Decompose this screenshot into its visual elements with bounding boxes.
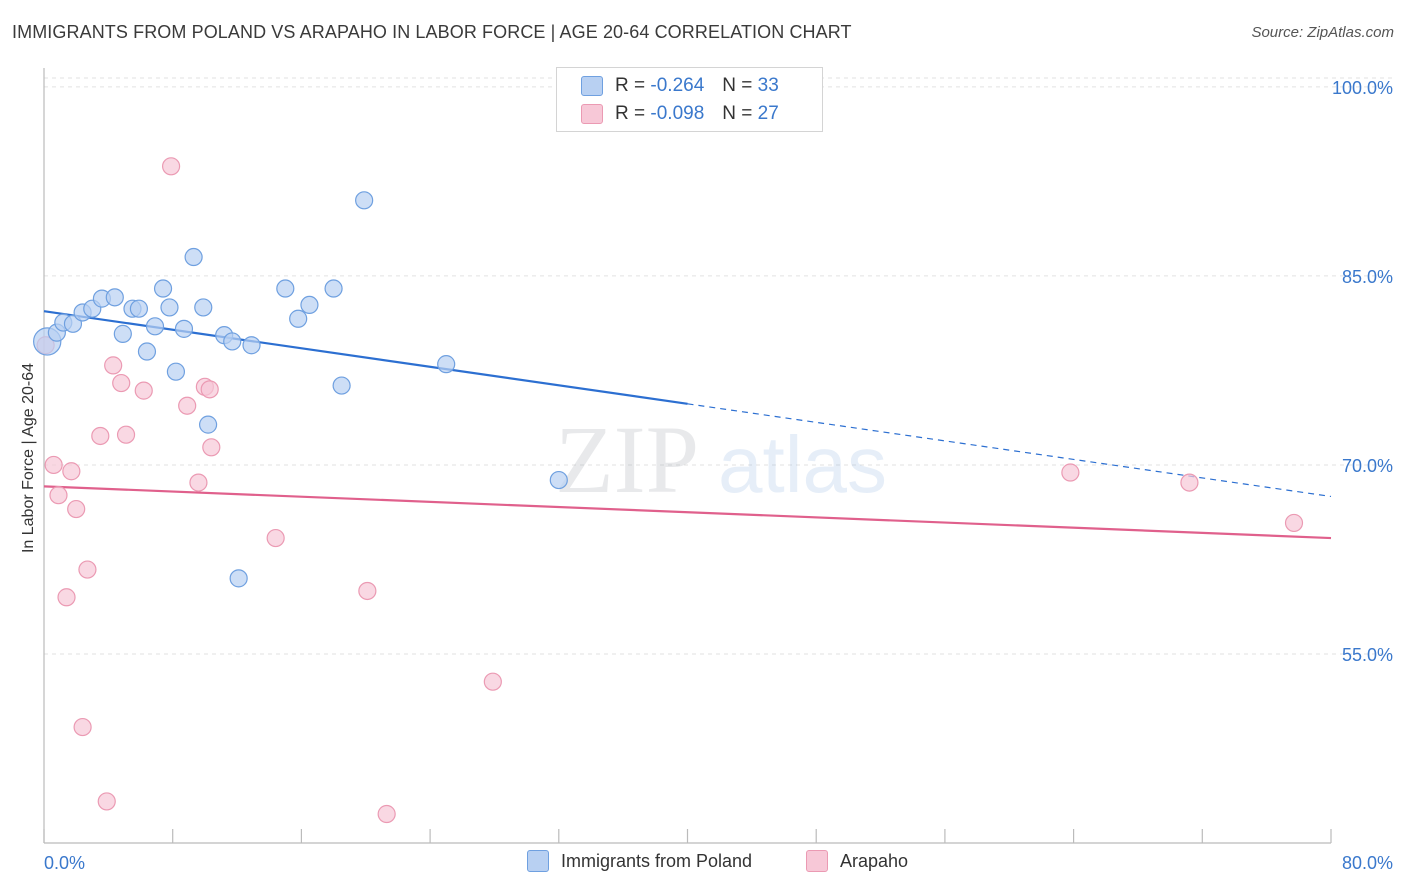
data-point-poland	[160, 298, 179, 317]
legend-swatch-arapaho	[806, 850, 828, 872]
data-point-arapaho	[189, 473, 208, 492]
trend-line-1	[43, 485, 1332, 540]
data-point-arapaho	[1061, 463, 1080, 482]
legend-swatch-poland	[527, 850, 549, 872]
data-point-arapaho	[178, 396, 197, 415]
legend-row-poland: R = -0.264 N = 33	[581, 74, 779, 98]
correlation-legend: R = -0.264 N = 33 R = -0.098 N = 27	[556, 67, 823, 132]
tick-labels: 55.0% 70.0% 85.0% 100.0% 0.0% 80.0%	[44, 78, 1393, 873]
legend-swatch-arapaho	[581, 104, 603, 124]
data-point-poland	[153, 279, 173, 298]
data-point-arapaho	[1180, 473, 1199, 492]
data-point-poland	[332, 376, 351, 395]
data-point-arapaho	[1284, 513, 1304, 533]
y-tick-label: 100.0%	[1332, 78, 1393, 98]
watermark-atlas: atlas	[718, 420, 887, 509]
data-point-arapaho	[377, 804, 396, 824]
data-point-arapaho	[97, 792, 116, 811]
x-tick-label-max: 80.0%	[1342, 853, 1393, 873]
source-label: Source: ZipAtlas.com	[1251, 24, 1394, 41]
data-point-arapaho	[78, 560, 97, 579]
data-point-arapaho	[202, 438, 221, 457]
data-point-poland	[194, 298, 213, 317]
data-point-arapaho	[44, 455, 63, 475]
legend-n-value-arapaho: 27	[757, 103, 779, 124]
gridlines	[44, 77, 1393, 655]
data-point-arapaho	[483, 672, 502, 691]
legend-r-label: R =	[615, 75, 646, 96]
legend-r-value-poland: -0.264	[650, 75, 705, 96]
data-point-poland	[145, 317, 165, 336]
data-point-poland	[549, 470, 568, 490]
legend-label-arapaho: Arapaho	[840, 850, 909, 871]
data-point-arapaho	[112, 373, 131, 393]
axes	[43, 68, 1332, 844]
y-tick-label: 55.0%	[1342, 645, 1393, 665]
data-point-arapaho	[116, 425, 136, 444]
data-point-arapaho	[62, 462, 81, 481]
data-point-poland	[276, 279, 295, 298]
data-point-poland	[198, 415, 218, 434]
data-point-arapaho	[161, 157, 181, 176]
data-point-poland	[289, 309, 308, 328]
watermark-zip: ZIP	[555, 406, 699, 513]
data-point-poland	[105, 288, 124, 307]
data-point-poland	[324, 279, 343, 298]
data-point-poland	[137, 342, 157, 361]
data-point-arapaho	[91, 426, 110, 446]
legend-n-label: N =	[722, 75, 753, 96]
y-tick-label: 85.0%	[1342, 267, 1393, 287]
legend-r-value-arapaho: -0.098	[650, 103, 705, 124]
legend-label-poland: Immigrants from Poland	[561, 850, 753, 871]
data-point-poland	[166, 362, 186, 381]
legend-item-poland[interactable]: Immigrants from Poland	[527, 850, 752, 872]
data-point-arapaho	[67, 499, 86, 519]
data-point-poland	[184, 247, 203, 267]
data-point-poland	[300, 295, 319, 315]
y-tick-label: 70.0%	[1342, 456, 1393, 476]
data-point-arapaho	[266, 528, 285, 548]
data-point-arapaho	[200, 380, 219, 399]
legend-n-value-poland: 33	[757, 75, 779, 96]
legend-n-label: N =	[722, 103, 753, 124]
data-point-poland	[355, 191, 374, 210]
data-point-arapaho	[73, 717, 92, 737]
data-point-arapaho	[358, 581, 377, 601]
legend-item-arapaho[interactable]: Arapaho	[806, 850, 908, 872]
legend-swatch-poland	[581, 76, 603, 96]
legend-row-arapaho: R = -0.098 N = 27	[581, 102, 779, 126]
x-tick-label-min: 0.0%	[44, 853, 85, 873]
chart-title: IMMIGRANTS FROM POLAND VS ARAPAHO IN LAB…	[12, 22, 852, 42]
data-point-arapaho	[57, 588, 76, 607]
data-point-arapaho	[104, 356, 123, 375]
data-points	[33, 157, 1304, 824]
series-legend: Immigrants from Poland Arapaho	[0, 850, 1406, 878]
watermark: ZIP atlas	[555, 406, 887, 513]
data-point-poland	[223, 332, 242, 351]
legend-r-label: R =	[615, 103, 646, 124]
data-point-arapaho	[49, 486, 68, 505]
data-point-poland	[113, 324, 132, 343]
data-point-arapaho	[134, 381, 153, 400]
data-point-poland	[437, 355, 456, 374]
trend-line-dashed-0	[687, 403, 1332, 498]
data-point-poland	[129, 299, 149, 318]
data-point-poland	[229, 569, 248, 588]
data-point-poland	[174, 319, 194, 338]
data-point-poland	[242, 336, 261, 355]
